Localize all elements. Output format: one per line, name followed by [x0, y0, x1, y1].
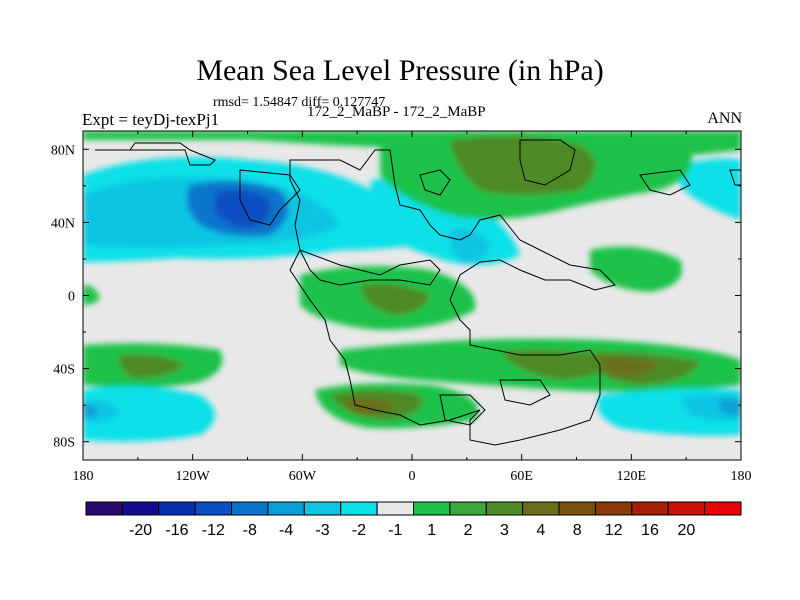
colorbar-label: -1 — [388, 522, 402, 539]
lon-tick-label: 120E — [617, 469, 647, 484]
colorbar: -20 -16 -12 -8 -4 -3 -2 -1 1 2 3 4 8 12 16 20 — [85, 501, 742, 539]
lon-tick-label: 0 — [409, 469, 416, 484]
colorbar-label: 3 — [500, 522, 509, 539]
colorbar-swatch — [303, 501, 342, 516]
colorbar-label: -3 — [315, 522, 329, 539]
lat-tick-label: 40S — [53, 363, 75, 378]
colorbar-label: 12 — [605, 522, 623, 539]
lon-tick-label: 120W — [176, 469, 211, 484]
colorbar-swatch — [558, 501, 596, 516]
colorbar-label: 4 — [536, 522, 545, 539]
experiment-label: Expt = teyDj-texPj1 — [82, 110, 220, 129]
colorbar-swatch — [267, 501, 305, 516]
lat-tick-label: 80S — [53, 436, 75, 451]
colorbar-label: -20 — [129, 522, 152, 539]
colorbar-swatch — [704, 501, 742, 516]
lat-tick-label: 0 — [68, 290, 75, 305]
map-axes: 180 120W 60W 0 60E 120E 180 80N 40N 0 40S 80S — [51, 131, 752, 484]
colorbar-swatch — [158, 501, 196, 516]
colorbar-swatch — [522, 501, 560, 516]
map-title: Mean Sea Level Pressure (in hPa) — [196, 54, 604, 87]
lon-tick-label: 180 — [73, 469, 94, 484]
colorbar-swatch — [340, 501, 378, 516]
colorbar-swatch — [485, 501, 524, 516]
coastlines — [95, 139, 741, 446]
colorbar-swatch — [194, 501, 233, 516]
colorbar-swatch — [449, 501, 487, 516]
lon-tick-label: 60W — [289, 469, 317, 484]
run-ids-label: 172_2_MaBP - 172_2_MaBP — [307, 104, 486, 120]
colorbar-label: 20 — [678, 522, 696, 539]
pressure-field — [83, 131, 741, 460]
colorbar-label: 8 — [573, 522, 582, 539]
colorbar-swatch — [631, 501, 669, 516]
colorbar-swatch — [85, 501, 123, 516]
colorbar-label: -16 — [165, 522, 188, 539]
lon-tick-label: 60E — [510, 469, 533, 484]
season-label: ANN — [707, 110, 742, 127]
colorbar-label: -12 — [202, 522, 225, 539]
lat-tick-label: 40N — [51, 216, 75, 231]
colorbar-swatch — [413, 501, 451, 516]
rmsd-diff-stats: rmsd= 1.54847 diff= 0.127747 — [213, 95, 386, 110]
lon-tick-label: 180 — [731, 469, 752, 484]
colorbar-label: -4 — [279, 522, 293, 539]
colorbar-label: -2 — [352, 522, 366, 539]
colorbar-label: 2 — [464, 522, 473, 539]
colorbar-label: 1 — [427, 522, 436, 539]
colorbar-swatch — [594, 501, 633, 516]
colorbar-label: 16 — [641, 522, 659, 539]
colorbar-swatch — [121, 501, 160, 516]
colorbar-swatch — [231, 501, 269, 516]
colorbar-label: -8 — [243, 522, 257, 539]
colorbar-swatch — [376, 501, 415, 516]
colorbar-swatch — [667, 501, 706, 516]
lat-tick-label: 80N — [51, 143, 75, 158]
